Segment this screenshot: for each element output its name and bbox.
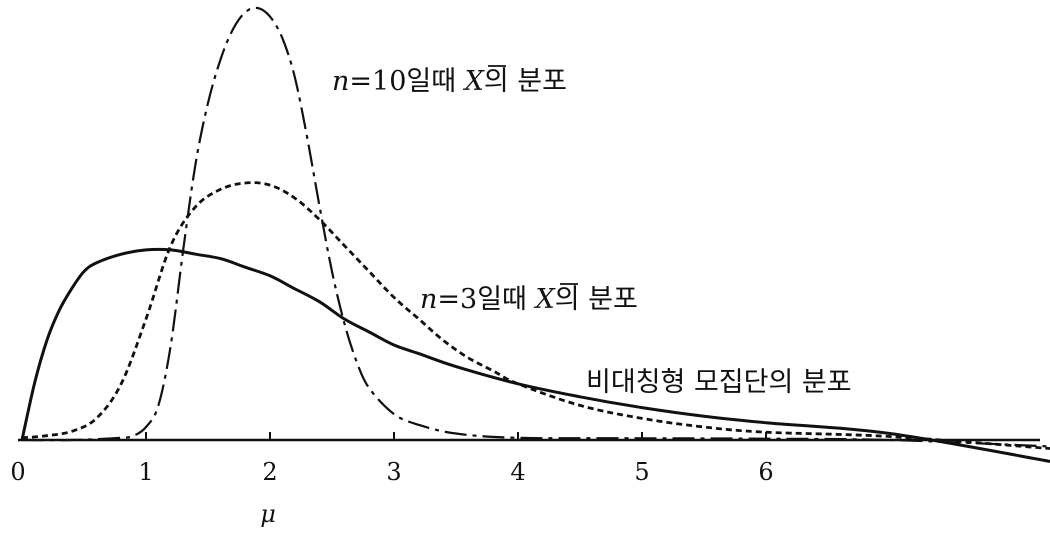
x-tick-label: 2 <box>262 458 277 486</box>
x-tick-label: 1 <box>138 458 153 486</box>
x-tick-label: 3 <box>386 458 401 486</box>
curves <box>20 6 1050 463</box>
xbar-symbol: X <box>533 284 556 315</box>
x-axis-label: μ <box>260 500 276 528</box>
x-tick-label: 6 <box>758 458 773 486</box>
series-line-pop <box>20 247 1050 463</box>
xbar-symbol: X <box>463 66 486 97</box>
x-tick-label: 0 <box>10 458 25 486</box>
x-tick-label: 4 <box>510 458 525 486</box>
series-line-n10 <box>21 6 1050 448</box>
series-label-n3: n=3일때 X의 분포 <box>420 284 638 315</box>
series-label-n10: n=10일때 X의 분포 <box>332 66 567 97</box>
x-axis-ticks: 0 1 2 3 4 5 6 <box>10 432 774 486</box>
x-tick-label: 5 <box>634 458 649 486</box>
series-line-n3 <box>21 181 1050 450</box>
series-label-population: 비대칭형 모집단의 분포 <box>586 367 852 398</box>
